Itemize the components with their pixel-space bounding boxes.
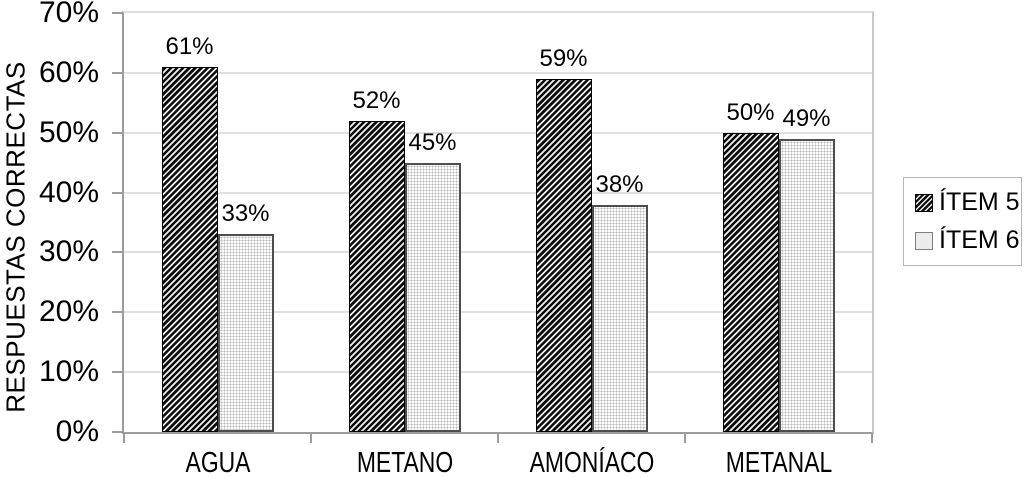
y-axis-tick-mark — [112, 251, 122, 254]
bar-1-metanal — [722, 132, 779, 432]
bar-1-agua — [161, 66, 218, 432]
bar-2-amoníaco — [591, 204, 648, 432]
y-axis-tick-mark — [112, 191, 122, 194]
bar-1-metano — [348, 120, 405, 432]
y-axis-tick-label: 40% — [38, 175, 99, 209]
legend-item-2: ÍTEM 6 — [915, 226, 1021, 255]
gridline-30 — [124, 251, 872, 254]
y-axis-tick-label: 20% — [38, 295, 99, 329]
gridline-20 — [124, 311, 872, 314]
x-axis-label-metano: METANO — [356, 447, 453, 477]
bar-value-label: 33% — [221, 200, 270, 228]
legend-item-1: ÍTEM 5 — [915, 188, 1021, 217]
bar-value-label: 50% — [726, 98, 775, 126]
y-axis-tick-mark — [112, 131, 122, 134]
bar-value-label: 45% — [408, 128, 457, 156]
diagonal-hatch-swatch-icon — [915, 193, 933, 212]
bar-value-label: 61% — [165, 32, 214, 60]
bar-value-label: 49% — [782, 104, 831, 132]
y-axis-tick-mark — [112, 431, 122, 433]
y-axis-tick-label: 50% — [38, 115, 99, 149]
x-axis-label-metanal: METANAL — [725, 447, 832, 477]
x-axis-tick-mark — [871, 434, 873, 443]
y-axis-tick-mark — [112, 371, 122, 374]
x-axis-tick-mark — [497, 434, 499, 443]
dot-swatch-icon — [915, 231, 933, 250]
x-axis-tick-mark — [310, 434, 312, 443]
gridline-10 — [124, 371, 872, 374]
y-axis-tick-label: 30% — [38, 235, 99, 269]
bar-value-label: 59% — [539, 44, 588, 72]
y-axis-tick-label: 70% — [38, 0, 99, 29]
bar-value-label: 38% — [595, 170, 644, 198]
y-axis-tick-label: 60% — [38, 55, 99, 89]
bar-value-label: 52% — [352, 86, 401, 114]
bar-2-metanal — [778, 138, 835, 432]
x-axis-tick-mark — [684, 434, 686, 443]
gridline-40 — [124, 191, 872, 194]
x-axis-tick-mark — [123, 434, 125, 443]
y-axis-tick-mark — [112, 311, 122, 314]
plot-area: 61% 52% 59% 50% 33% 45% 38% 49% — [122, 11, 874, 434]
gridline-50 — [124, 131, 872, 134]
legend-label: ÍTEM 5 — [939, 188, 1020, 216]
bar-2-agua — [217, 234, 274, 432]
legend: ÍTEM 5 ÍTEM 6 — [903, 177, 1022, 266]
y-axis-tick-mark — [112, 71, 122, 74]
x-axis-label-agua: AGUA — [185, 447, 250, 477]
y-axis-tick-mark — [112, 12, 122, 14]
gridline-60 — [124, 71, 872, 74]
x-axis-label-amoníaco: AMONÍACO — [529, 447, 654, 477]
y-axis-tick-label: 10% — [38, 355, 99, 389]
y-axis-tick-label: 0% — [55, 415, 99, 448]
legend-label: ÍTEM 6 — [939, 226, 1020, 254]
bar-1-amoníaco — [535, 78, 592, 432]
bar-2-metano — [404, 162, 461, 432]
